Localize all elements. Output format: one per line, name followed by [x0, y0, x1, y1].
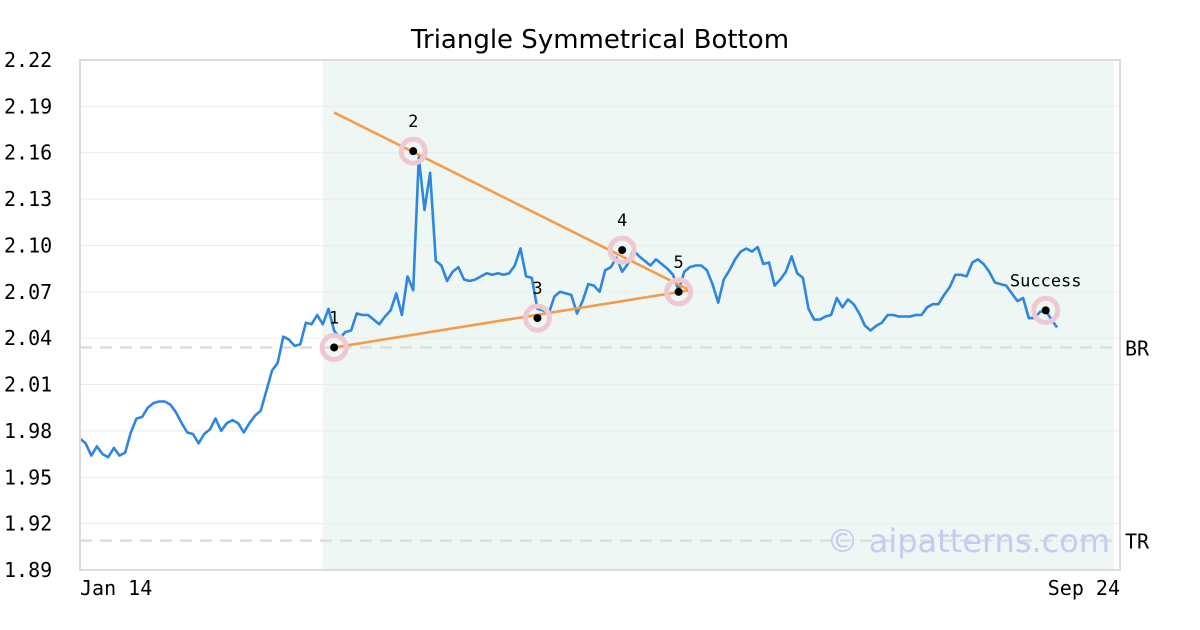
point-label-success: Success — [1010, 271, 1082, 291]
point-dot-4 — [618, 246, 627, 255]
y-tick-label: 1.89 — [4, 558, 52, 582]
point-dot-2 — [409, 147, 418, 156]
point-dot-3 — [533, 314, 542, 323]
level-label-tr: TR — [1125, 530, 1150, 554]
price-line — [79, 156, 1059, 459]
x-tick-end: Sep 24 — [1048, 576, 1120, 600]
point-label-5: 5 — [673, 253, 683, 273]
x-tick-start: Jan 14 — [80, 576, 152, 600]
point-ring-4 — [607, 235, 637, 265]
y-tick-label: 2.01 — [4, 373, 52, 397]
y-tick-label: 2.04 — [4, 326, 52, 350]
point-ring-success — [1031, 295, 1061, 325]
point-ring-3 — [522, 303, 552, 333]
y-tick-label: 2.07 — [4, 280, 52, 304]
y-axis-ticks: 2.22 2.19 2.16 2.13 2.10 2.07 2.04 2.01 1.98 1.95… — [4, 48, 52, 582]
y-tick-label: 2.13 — [4, 187, 52, 211]
point-dot-5 — [674, 287, 683, 296]
y-tick-label: 2.10 — [4, 233, 52, 257]
point-label-2: 2 — [408, 112, 418, 132]
point-label-4: 4 — [617, 211, 627, 231]
point-ring-2 — [398, 136, 428, 166]
chart-title: Triangle Symmetrical Bottom — [410, 25, 789, 55]
point-dot-success — [1041, 306, 1050, 315]
pattern-points: 1 2 3 4 5 Success — [319, 112, 1082, 362]
y-tick-label: 1.92 — [4, 512, 52, 536]
level-label-br: BR — [1125, 336, 1150, 360]
levels: BR TR — [80, 336, 1150, 554]
plot-frame — [79, 59, 1121, 571]
point-ring-5 — [664, 277, 694, 307]
y-tick-label: 2.19 — [4, 94, 52, 118]
y-tick-label: 2.16 — [4, 141, 52, 165]
y-tick-label: 2.22 — [4, 48, 52, 72]
watermark: © aipatterns.com — [827, 522, 1110, 560]
point-label-3: 3 — [532, 279, 542, 299]
point-label-1: 1 — [329, 308, 339, 328]
trendline-1 — [333, 288, 691, 349]
point-dot-1 — [330, 343, 339, 352]
pattern-zone — [322, 60, 1114, 570]
y-tick-label: 1.95 — [4, 465, 52, 489]
point-ring-1 — [319, 332, 349, 362]
y-tick-label: 1.98 — [4, 419, 52, 443]
grid — [80, 59, 1120, 571]
